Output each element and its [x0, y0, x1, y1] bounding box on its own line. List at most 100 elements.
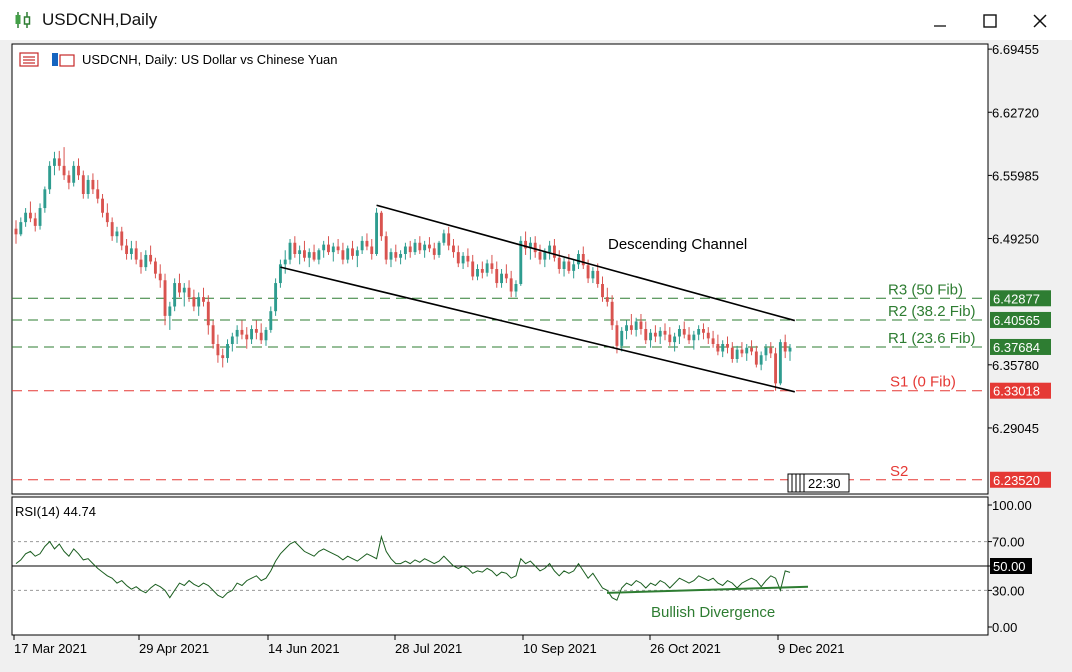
candle-body: [456, 252, 460, 264]
candle-body: [557, 257, 561, 269]
price-tick-label: 6.55985: [992, 168, 1039, 183]
candle-body: [706, 332, 710, 339]
candle-body: [745, 347, 749, 354]
candle-body: [139, 259, 143, 268]
candle-body: [466, 255, 470, 262]
descending-channel: [280, 204, 796, 393]
candle-body: [129, 248, 133, 254]
candle-body: [716, 344, 720, 352]
channel-upper-line[interactable]: [376, 204, 796, 322]
candle-body: [649, 332, 653, 341]
candle-body: [192, 297, 196, 307]
chart-area[interactable]: R3 (50 Fib) 6.42877 R2 (38.2 Fib) 6.40565 R1…: [0, 40, 1072, 672]
candle-body: [634, 321, 638, 330]
close-icon: [1033, 14, 1047, 28]
candle-body: [278, 264, 282, 284]
rsi-line-group: [12, 534, 988, 601]
time-marker[interactable]: 22:30: [787, 473, 850, 493]
candle-body: [552, 245, 556, 258]
candle-body: [413, 242, 417, 253]
candle-body: [28, 212, 32, 219]
window-titlebar: USDCNH,Daily: [0, 0, 1072, 40]
candle-body: [615, 325, 619, 346]
candle-body: [259, 332, 263, 341]
candle-body: [312, 252, 316, 260]
candle-body: [134, 248, 138, 260]
price-tick-label: 6.69455: [992, 42, 1039, 57]
candle-body: [687, 334, 691, 341]
price-tick-label: 6.29045: [992, 421, 1039, 436]
channel-annotation: Descending Channel: [608, 236, 747, 253]
candle-body: [442, 233, 446, 243]
candle-body: [230, 336, 234, 344]
candle-body: [437, 242, 441, 255]
time-tick-label: 9 Dec 2021: [778, 641, 845, 656]
candle-body: [375, 212, 379, 254]
candle-body: [384, 236, 388, 260]
candle-body: [567, 261, 571, 271]
candle-body: [524, 240, 528, 249]
candle-body: [399, 254, 403, 258]
rsi-axis: 100.00 70.00 50.00 30.00 0.00: [988, 498, 1032, 635]
price-level-label: 6.37684: [993, 340, 1040, 355]
candle-body: [427, 244, 431, 249]
candle-body: [379, 212, 383, 237]
candles-group: [14, 147, 792, 391]
candle-body: [216, 344, 220, 356]
candle-body: [327, 244, 330, 253]
price-level-label: 6.33018: [993, 384, 1040, 399]
rsi-tick-label: 0.00: [992, 620, 1017, 635]
chart-type-icon[interactable]: [52, 53, 58, 66]
candle-body: [346, 248, 350, 260]
candle-body: [519, 240, 523, 284]
candle-body: [673, 336, 677, 343]
divergence-annotation: Bullish Divergence: [651, 604, 775, 621]
candle-body: [774, 353, 778, 384]
candle-body: [730, 347, 734, 359]
candle-body: [653, 332, 657, 337]
candle-body: [668, 334, 672, 343]
level-label: R3 (50 Fib): [888, 281, 963, 298]
rsi-title: RSI(14) 44.74: [15, 504, 96, 519]
level-label: S1 (0 Fib): [890, 374, 956, 391]
candle-body: [351, 248, 354, 256]
candle-body: [476, 269, 479, 277]
close-button[interactable]: [1025, 8, 1055, 34]
candle-body: [19, 222, 23, 235]
candle-body: [702, 329, 705, 333]
channel-lower-line[interactable]: [280, 266, 795, 393]
candle-body: [504, 273, 508, 279]
rsi-current-label: 50.00: [993, 559, 1026, 574]
candle-body: [389, 252, 393, 260]
candle-body: [91, 179, 95, 190]
candle-body: [120, 231, 124, 246]
maximize-button[interactable]: [975, 8, 1005, 34]
candle-body: [764, 347, 768, 356]
candle-body: [33, 218, 37, 226]
price-level-badge: [990, 290, 1051, 307]
level-label: R1 (23.6 Fib): [888, 330, 976, 347]
price-level-badge: [990, 471, 1051, 488]
candle-body: [490, 263, 494, 269]
candle-body: [721, 344, 725, 352]
candle-body: [67, 175, 71, 183]
candle-body: [298, 250, 302, 254]
candle-body: [778, 342, 782, 384]
candle-body: [586, 265, 590, 279]
candle-body: [288, 242, 292, 260]
candle-body: [197, 297, 201, 307]
candle-body: [735, 349, 739, 359]
candle-body: [178, 283, 181, 293]
divergence-line[interactable]: [606, 585, 809, 594]
maximize-icon: [983, 14, 997, 28]
candle-body: [480, 269, 484, 273]
candle-body: [182, 287, 186, 293]
candle-body: [317, 250, 321, 260]
candle-body: [62, 165, 66, 176]
candle-body: [202, 297, 205, 302]
candle-body: [754, 351, 758, 365]
symbol-icons[interactable]: [19, 52, 75, 67]
minimize-button[interactable]: [925, 8, 955, 34]
price-tick-label: 6.62720: [992, 105, 1039, 120]
candle-body: [500, 273, 503, 284]
